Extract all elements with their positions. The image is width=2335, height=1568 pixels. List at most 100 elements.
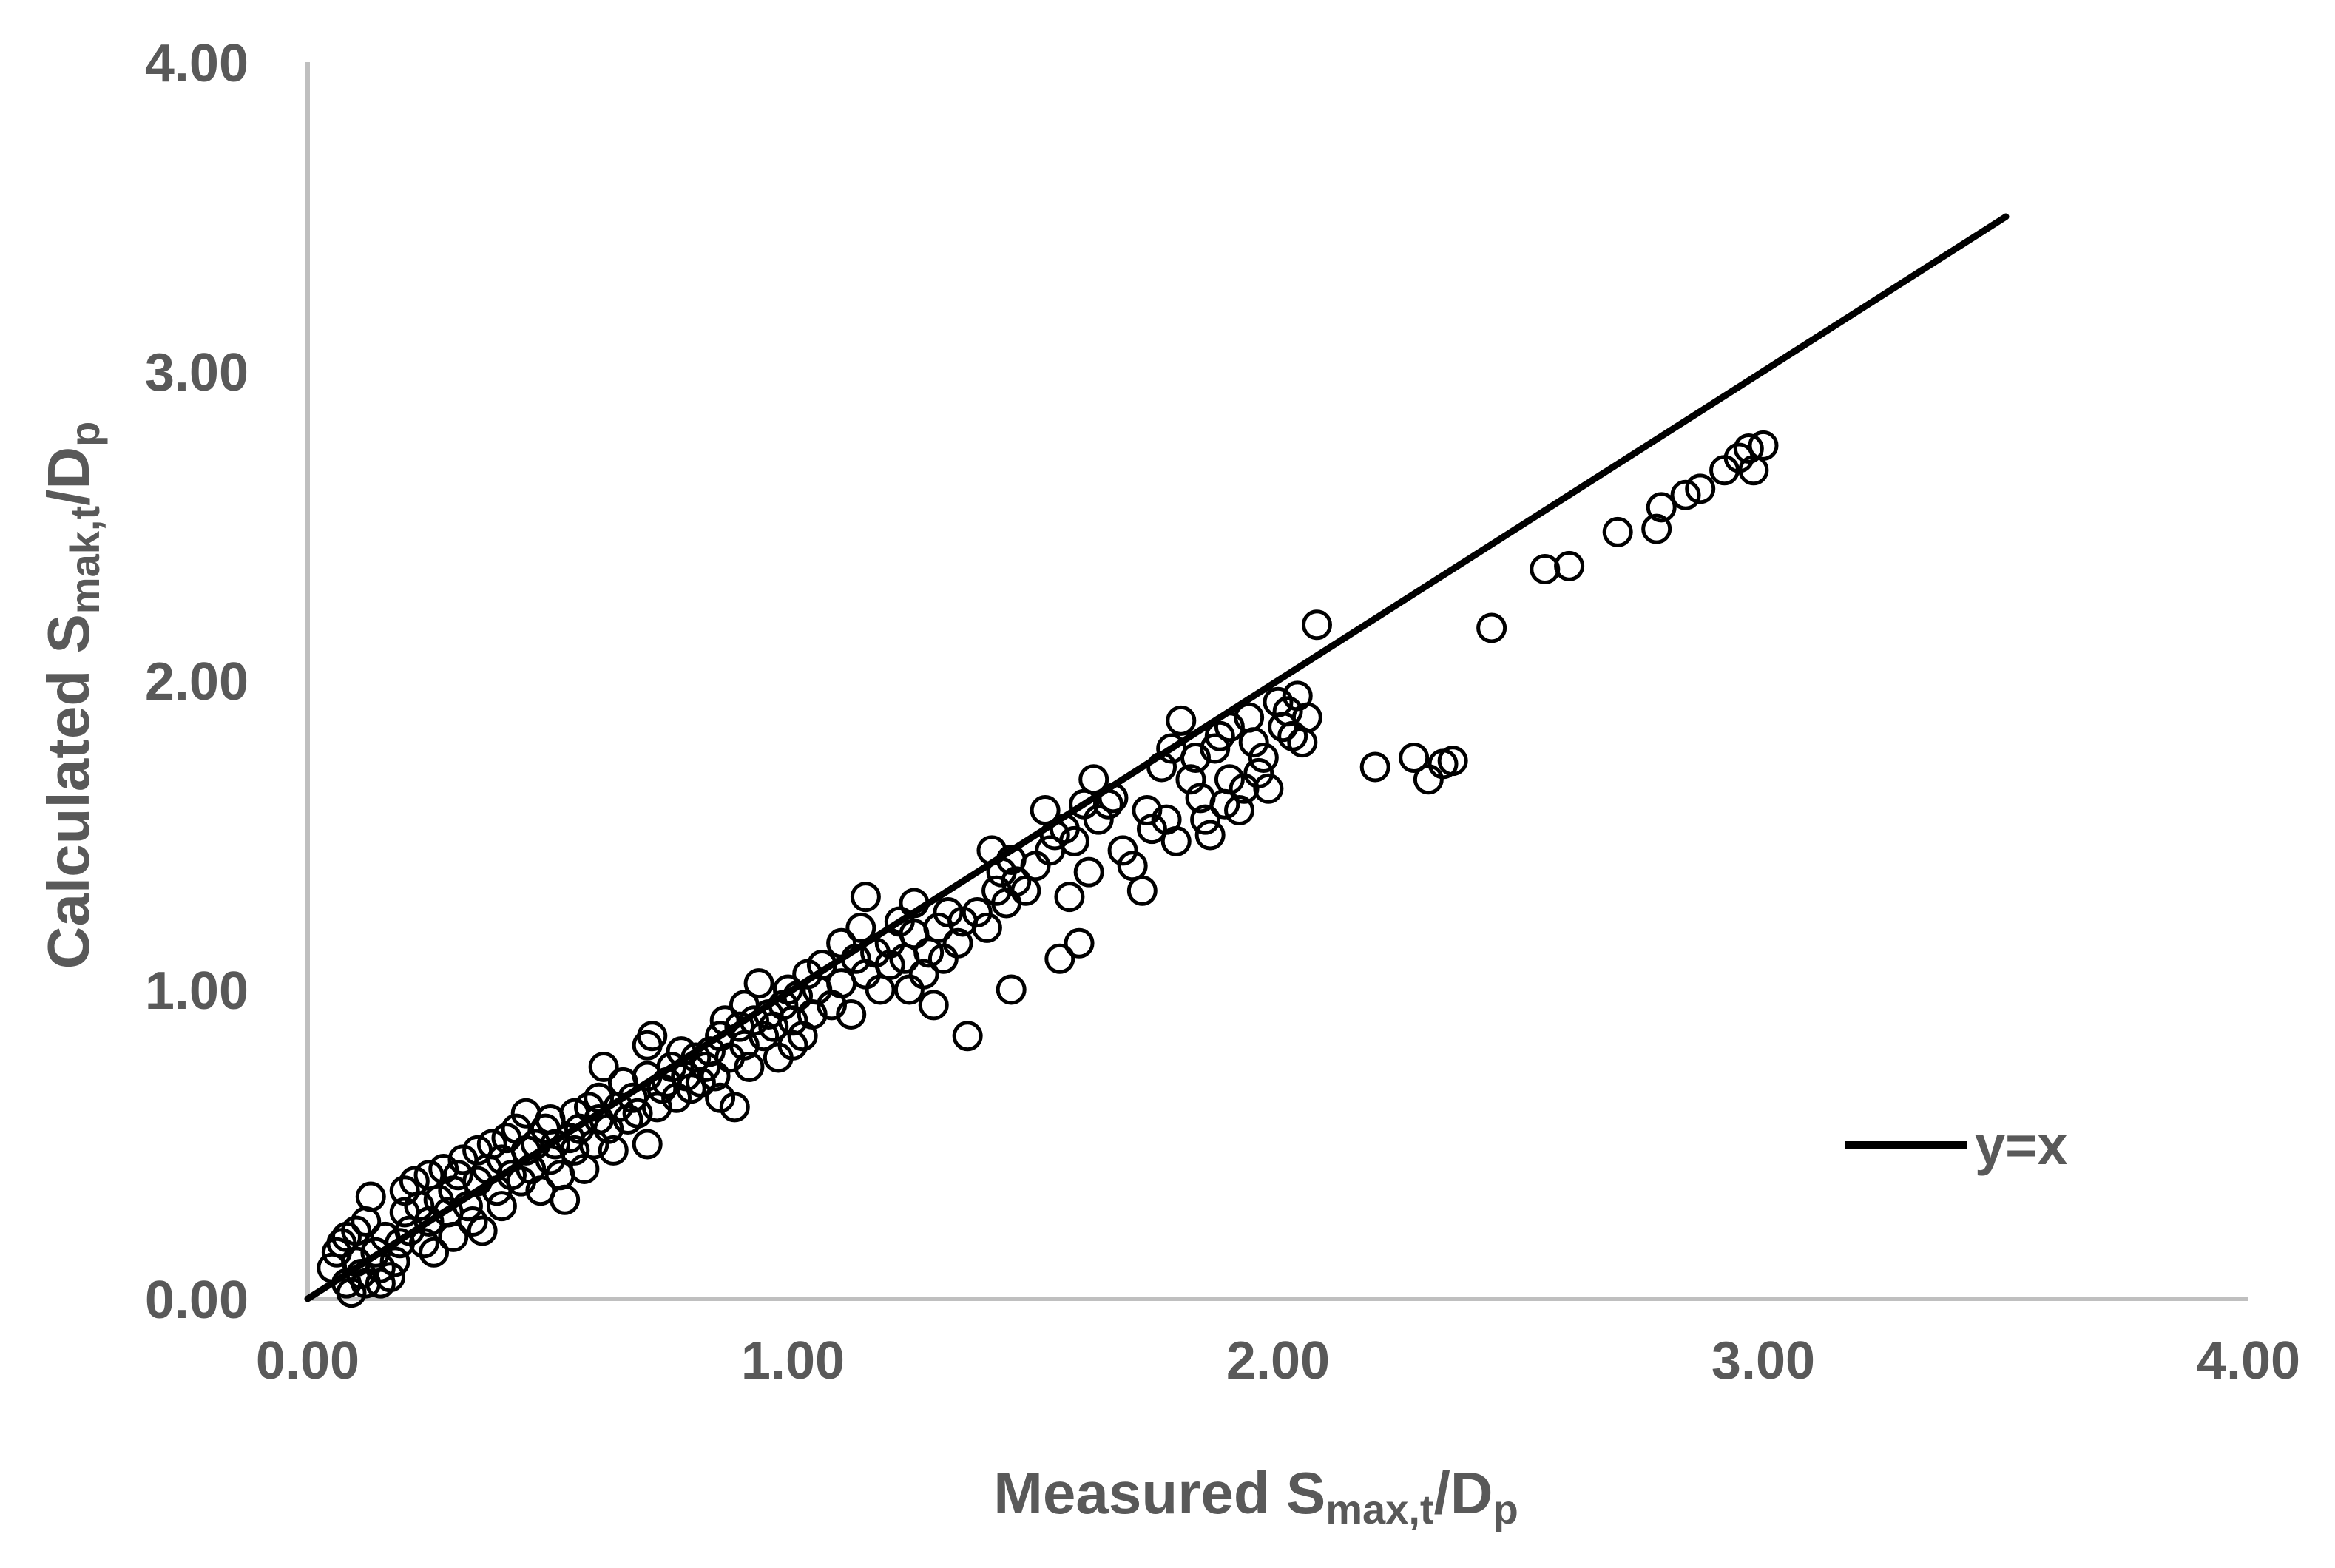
data-point [1602,516,1633,547]
data-point [550,1184,581,1215]
data-point [908,959,939,990]
data-point [1194,820,1226,851]
data-point [1685,473,1716,504]
data-point [1554,550,1585,581]
data-point [341,1215,372,1246]
y-tick-label: 3.00 [145,343,249,402]
x-tick-label: 3.00 [1711,1331,1815,1390]
data-point [734,1052,765,1082]
data-point [442,1160,473,1191]
axes [305,62,2248,1301]
data-point [971,912,1002,943]
data-point [1253,773,1284,804]
data-point [1224,795,1255,826]
data-point [1646,492,1677,523]
data-point [749,1021,780,1052]
data-point [637,1021,668,1052]
y-axis-title-mid: /D [36,447,101,506]
data-point [1291,702,1322,733]
data-point [1190,804,1221,835]
data-point [375,1262,406,1293]
y-tick-labels: 0.00 1.00 2.00 3.00 4.00 [145,34,249,1330]
data-point [1180,743,1211,773]
data-point [743,968,774,999]
data-point [1530,554,1561,585]
x-axis-title-subscript: max,t [1325,1486,1433,1532]
reference-line-y-equals-x [304,213,2010,1302]
data-points [317,430,1779,1308]
y-tick-label: 1.00 [145,962,249,1021]
data-point [1437,746,1468,777]
x-axis-title-mid: /D [1434,1460,1493,1526]
data-point [1054,882,1085,913]
data-point [962,897,993,927]
data-point [457,1206,488,1237]
data-point [850,882,881,913]
data-point [1058,825,1089,856]
data-point [1413,764,1444,795]
legend: y=x [1845,1115,2068,1176]
x-axis-title: Measured Smax,t/Dp [993,1460,1518,1532]
data-point [622,1098,653,1129]
data-point [1238,727,1269,758]
data-point [845,912,876,943]
data-point [893,974,925,1005]
data-point [1733,433,1764,464]
data-point [1248,743,1279,773]
data-point [1107,835,1138,866]
y-axis-title: Calculated Smak,t/Dp [36,422,108,970]
y-axis-title-subscript: mak,t [61,506,108,614]
data-point [1399,743,1430,773]
x-tick-label: 4.00 [2197,1331,2300,1390]
data-point [1073,856,1104,888]
data-point [1301,609,1332,641]
data-point [1132,795,1163,826]
data-point [1641,513,1672,544]
data-point [1359,751,1390,783]
x-tick-label: 2.00 [1226,1331,1330,1390]
y-tick-label: 0.00 [145,1271,249,1330]
y-tick-label: 4.00 [145,34,249,93]
data-point [598,1135,629,1166]
data-point [700,1061,731,1092]
data-point [996,974,1027,1005]
data-point [1670,479,1701,510]
data-point [1204,720,1235,751]
x-axis-title-subscript-2: p [1493,1486,1518,1532]
data-point [874,950,905,981]
x-tick-labels: 0.00 1.00 2.00 3.00 4.00 [256,1331,2300,1390]
data-point [588,1052,619,1082]
data-point [918,990,949,1021]
legend-label: y=x [1975,1115,2068,1176]
y-axis-title-main: Calculated S [36,614,101,969]
data-point [404,1191,435,1222]
data-point [865,974,896,1005]
data-point [719,1092,750,1123]
data-point [1083,804,1114,835]
y-tick-label: 2.00 [145,652,249,712]
data-point [1020,851,1051,882]
data-point [1243,757,1274,788]
data-point [1126,875,1158,906]
data-point [1175,764,1206,795]
data-point [1748,430,1779,461]
data-point [540,1129,571,1160]
data-point [942,927,973,959]
data-point [1078,764,1109,795]
y-axis-title-subscript-2: p [61,422,108,447]
data-point [1044,943,1075,974]
data-point [777,1030,808,1061]
x-tick-label: 0.00 [256,1331,359,1390]
data-point [836,998,867,1030]
data-point [1166,705,1197,736]
data-point [559,1135,590,1166]
data-point [438,1221,469,1252]
data-point [419,1237,450,1268]
data-point [408,1228,439,1259]
data-point [632,1129,663,1160]
data-point [952,1021,983,1052]
data-point [1160,825,1192,856]
data-point [379,1246,410,1277]
